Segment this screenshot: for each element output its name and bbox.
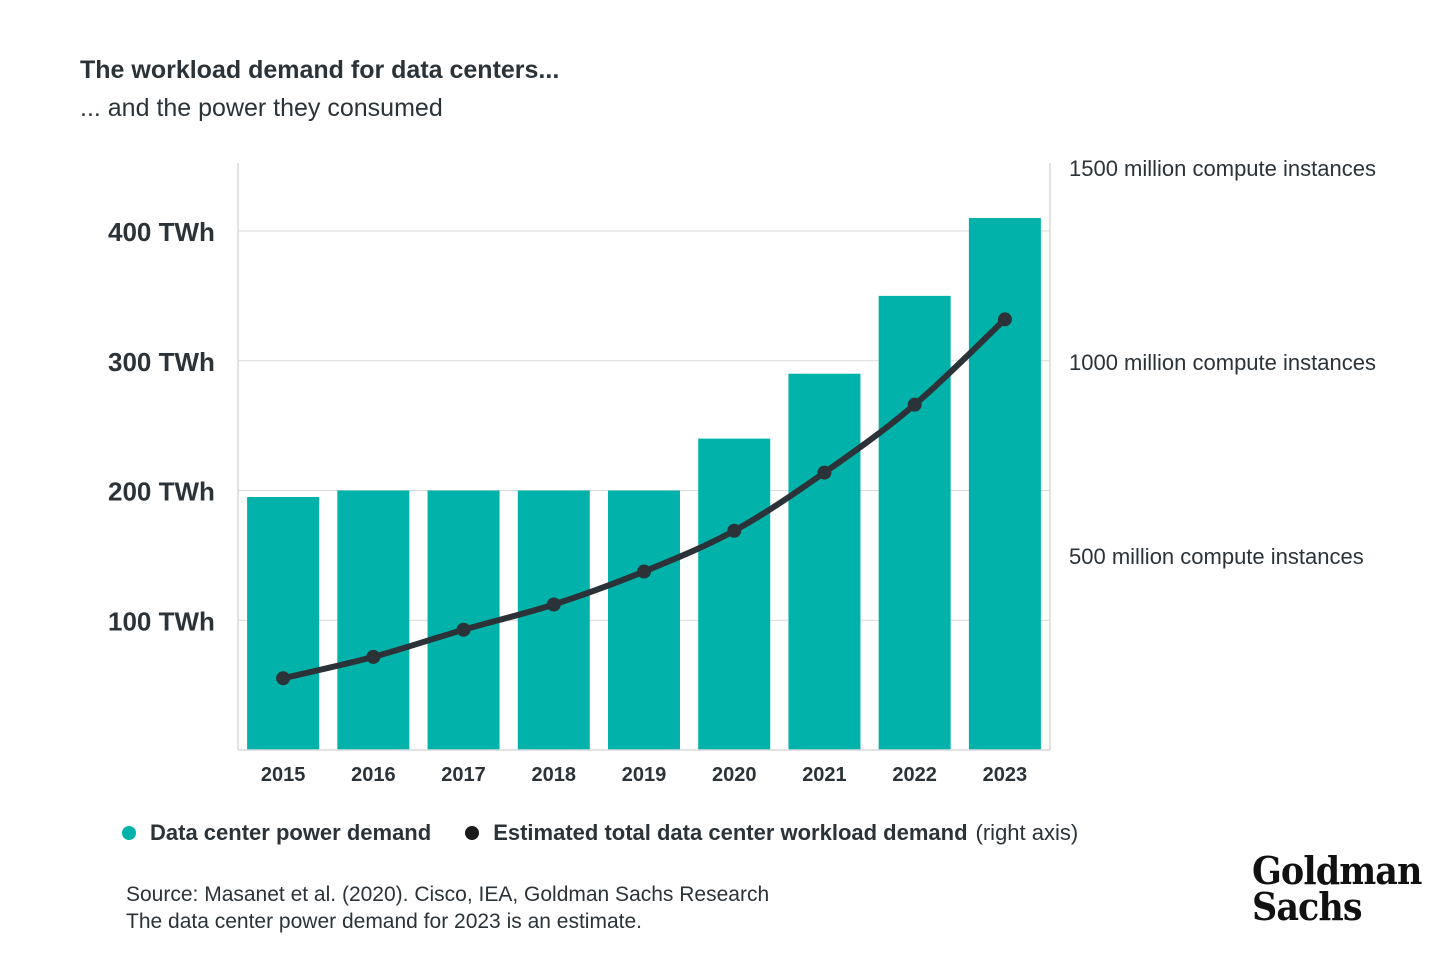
legend-bars-swatch xyxy=(122,826,136,840)
x-tick-label: 2016 xyxy=(351,764,396,786)
y-left-tick-label: 100 TWh xyxy=(108,606,215,636)
y-right-tick-label: 500 million compute instances xyxy=(1069,544,1364,569)
legend-item-line: Estimated total data center workload dem… xyxy=(465,820,1078,846)
goldman-sachs-logo: Goldman Sachs xyxy=(1252,848,1422,929)
legend-bars-label: Data center power demand xyxy=(150,820,432,845)
bar xyxy=(878,295,951,750)
x-tick-label: 2019 xyxy=(622,764,667,786)
line-point xyxy=(727,523,742,538)
legend-item-bars: Data center power demand xyxy=(122,820,431,846)
estimate-note: The data center power demand for 2023 is… xyxy=(126,910,642,933)
source-line: Source: Masanet et al. (2020). Cisco, IE… xyxy=(126,883,770,906)
source-note: Source: Masanet et al. (2020). Cisco, IE… xyxy=(126,881,769,935)
y-left-tick-label: 400 TWh xyxy=(108,217,215,247)
y-right-tick-label: 1000 million compute instances xyxy=(1069,350,1376,375)
logo-line-2: Sachs xyxy=(1252,884,1363,929)
x-tick-label: 2021 xyxy=(802,764,847,786)
line-point xyxy=(637,564,651,579)
legend-line-swatch xyxy=(465,826,480,840)
bar xyxy=(788,373,861,750)
x-tick-label: 2020 xyxy=(712,764,757,786)
bar xyxy=(517,490,590,750)
axes: 100 TWh 200 TWh 300 TWh 400 TWh 500 million … xyxy=(108,156,1376,786)
y-right-tick-label: 1500 million compute instances xyxy=(1069,156,1376,181)
bar xyxy=(698,438,771,750)
line-point xyxy=(997,312,1012,327)
bar xyxy=(608,490,680,750)
line-point xyxy=(276,671,291,686)
bar xyxy=(247,496,320,750)
chart-title: The workload demand for data centers... xyxy=(80,56,560,84)
legend-line-note: (right axis) xyxy=(975,820,1079,845)
line-point xyxy=(546,597,561,612)
line-point xyxy=(907,397,922,412)
workload-line xyxy=(280,316,1008,682)
bar xyxy=(968,218,1041,750)
x-tick-label: 2022 xyxy=(892,764,937,786)
bar-series xyxy=(247,218,1041,750)
logo-line-1: Goldman xyxy=(1252,848,1422,893)
line-point xyxy=(817,465,832,480)
x-tick-label: 2017 xyxy=(441,764,486,786)
x-tick-label: 2018 xyxy=(532,764,577,786)
y-left-tick-label: 300 TWh xyxy=(108,347,215,377)
chart-subtitle: ... and the power they consumed xyxy=(80,94,443,122)
legend: Data center power demand Estimated total… xyxy=(122,820,1112,846)
y-left-tick-label: 200 TWh xyxy=(108,477,215,507)
bar xyxy=(337,490,410,750)
line-point xyxy=(366,649,381,664)
x-tick-label: 2023 xyxy=(983,764,1028,786)
x-tick-label: 2015 xyxy=(261,764,306,786)
legend-line-label: Estimated total data center workload dem… xyxy=(493,820,968,845)
line-series xyxy=(276,312,1012,686)
line-point xyxy=(456,622,471,637)
